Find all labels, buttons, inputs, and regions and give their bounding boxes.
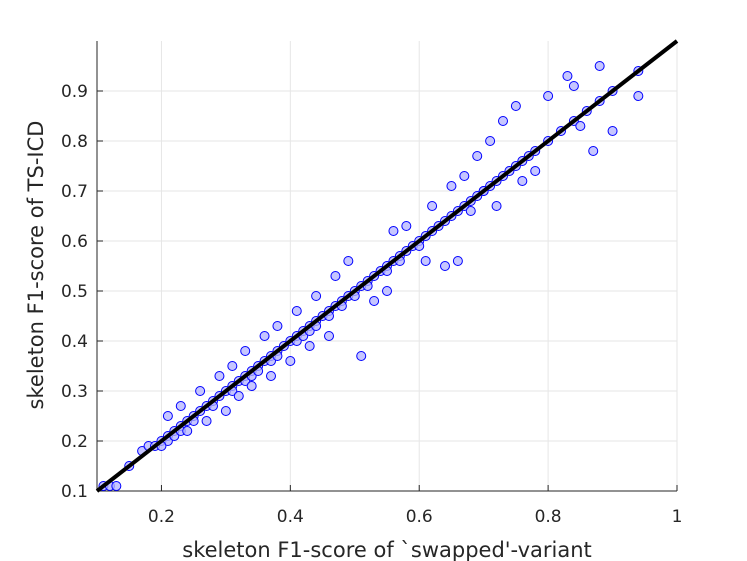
data-point (427, 201, 438, 211)
data-point (182, 426, 193, 436)
data-point (356, 351, 367, 361)
data-point (588, 146, 599, 156)
data-point (388, 226, 399, 236)
data-point (330, 271, 341, 281)
y-tick-label: 0.2 (61, 432, 88, 452)
data-point (472, 151, 483, 161)
data-point (195, 386, 206, 396)
tick-labels: 0.2 0.4 0.6 0.8 1 0.1 0.2 0.3 0.4 0.5 0.6 0.7 0.8 0.9 (61, 82, 682, 527)
data-point (285, 356, 296, 366)
data-point (491, 201, 502, 211)
y-tick-label: 0.4 (61, 332, 88, 352)
data-point (498, 116, 508, 126)
data-point (259, 331, 270, 341)
data-point (594, 61, 605, 71)
data-point (440, 261, 450, 271)
reference-line (95, 39, 679, 493)
data-point (272, 321, 283, 331)
data-point (485, 136, 496, 146)
data-point (266, 371, 276, 381)
data-point (465, 206, 476, 216)
data-point (111, 481, 122, 491)
data-point (311, 291, 322, 301)
data-point (227, 361, 238, 371)
data-point (175, 401, 186, 411)
reference-line-group (95, 39, 679, 493)
x-tick-label: 0.6 (406, 507, 433, 527)
y-tick-label: 0.7 (61, 182, 88, 202)
data-point (220, 406, 231, 416)
y-tick-label: 0.9 (61, 82, 88, 102)
data-point (420, 256, 431, 266)
data-point (607, 126, 618, 136)
x-tick-label: 0.4 (277, 507, 304, 527)
data-point (291, 306, 302, 316)
data-point (401, 221, 412, 231)
data-point (246, 381, 257, 391)
data-point (530, 166, 541, 176)
data-point (304, 341, 315, 351)
y-axis-label: skeleton F1-score of TS-ICD (24, 121, 48, 410)
data-point (324, 331, 334, 341)
y-tick-label: 0.8 (61, 132, 88, 152)
data-point (201, 416, 212, 426)
y-tick-label: 0.3 (61, 382, 88, 402)
x-tick-label: 1 (672, 507, 683, 527)
y-tick-label: 0.5 (61, 282, 88, 302)
data-point (459, 171, 470, 181)
data-point (562, 71, 573, 81)
data-point (568, 81, 579, 91)
data-point (452, 256, 463, 266)
data-point (633, 91, 644, 101)
data-point (382, 286, 392, 296)
data-point (510, 101, 521, 111)
x-tick-label: 0.2 (148, 507, 175, 527)
data-point (240, 346, 251, 356)
axes (96, 41, 678, 492)
x-tick-label: 0.8 (535, 507, 562, 527)
data-point (369, 296, 380, 306)
data-point (214, 371, 225, 381)
data-point (517, 176, 528, 186)
data-point (343, 256, 354, 266)
data-point (543, 91, 554, 101)
data-point (446, 181, 457, 191)
y-tick-label: 0.1 (61, 482, 88, 502)
y-tick-label: 0.6 (61, 232, 88, 252)
data-point (233, 391, 244, 401)
data-point (162, 411, 173, 421)
data-point (575, 121, 586, 131)
x-axis-label: skeleton F1-score of `swapped'-variant (182, 538, 592, 561)
